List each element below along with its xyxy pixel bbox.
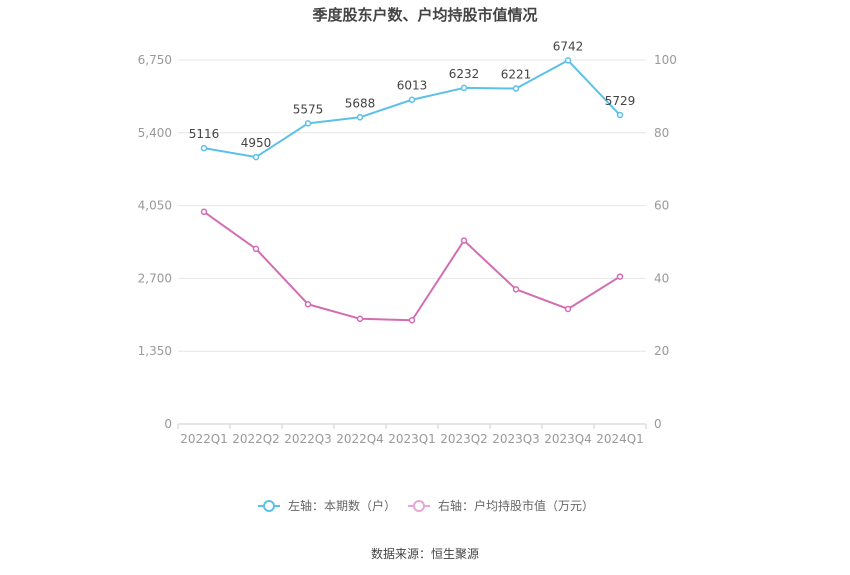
y-right-tick-label: 100 [654, 53, 677, 67]
legend-item-left[interactable]: 左轴：本期数（户） [258, 498, 396, 513]
data-point-left [512, 85, 520, 92]
data-point-right [460, 237, 468, 244]
y-right-tick-label: 60 [654, 199, 669, 213]
y-left-tick-label: 2,700 [138, 271, 172, 285]
legend: 左轴：本期数（户） 右轴：户均持股市值（万元） [258, 498, 594, 513]
grid-lines [178, 59, 646, 425]
data-label: 5729 [605, 94, 636, 108]
y-axis-right: 0 20 40 60 80 100 [654, 53, 677, 431]
x-tick-label: 2023Q1 [388, 432, 436, 446]
data-point-left [304, 120, 312, 127]
data-label: 6232 [449, 67, 480, 81]
data-point-right [252, 245, 260, 253]
data-point-left [252, 153, 260, 161]
source-note: 数据来源：恒生聚源 [371, 546, 479, 561]
x-tick-label: 2022Q4 [336, 432, 384, 446]
data-label: 5688 [345, 96, 376, 110]
y-right-tick-label: 0 [654, 417, 662, 431]
data-point-right [512, 286, 520, 293]
data-point-right [564, 305, 572, 313]
data-point-left [356, 114, 364, 121]
chart-title: 季度股东户数、户均持股市值情况 [312, 6, 537, 24]
x-tick-label: 2023Q2 [440, 432, 488, 446]
data-label: 6221 [501, 68, 532, 82]
y-right-tick-label: 40 [654, 271, 669, 285]
data-point-right [356, 315, 364, 323]
series-line-right [203, 210, 621, 322]
legend-marker-left [263, 500, 275, 512]
y-axis-left: 0 1,350 2,700 4,050 5,400 6,750 [138, 53, 172, 431]
data-label: 5575 [293, 102, 324, 116]
data-point-left [460, 84, 468, 92]
legend-item-right[interactable]: 右轴：户均持股市值（万元） [408, 498, 594, 513]
data-point-left [616, 111, 624, 119]
legend-marker-right [413, 500, 425, 512]
x-tick-label: 2022Q3 [284, 432, 332, 446]
x-tick-label: 2023Q3 [492, 432, 540, 446]
series-group: 5116 4950 5575 5688 6013 6232 6221 6742 5729 [189, 39, 636, 324]
data-point-right [616, 273, 624, 280]
data-point-left [408, 96, 416, 103]
data-point-right [200, 208, 208, 216]
legend-label-right: 右轴：户均持股市值（万元） [438, 498, 594, 513]
data-label: 4950 [241, 136, 272, 150]
y-left-tick-label: 5,400 [138, 126, 172, 140]
data-label: 6742 [553, 39, 584, 53]
data-point-left [200, 144, 208, 152]
y-left-tick-label: 0 [164, 417, 172, 431]
y-left-tick-label: 4,050 [138, 199, 172, 213]
y-left-tick-label: 6,750 [138, 53, 172, 67]
data-point-left [564, 57, 572, 64]
data-label: 5116 [189, 127, 220, 141]
data-point-right [304, 300, 312, 308]
x-axis: 2022Q1 2022Q2 2022Q3 2022Q4 2023Q1 2023Q2 2023… [177, 424, 647, 446]
x-tick-label: 2023Q4 [544, 432, 592, 446]
legend-label-left: 左轴：本期数（户） [288, 498, 396, 513]
x-tick-label: 2022Q1 [180, 432, 228, 446]
x-tick-label: 2022Q2 [232, 432, 280, 446]
y-right-tick-label: 80 [654, 126, 669, 140]
y-left-tick-label: 1,350 [138, 344, 172, 358]
y-right-tick-label: 20 [654, 344, 669, 358]
x-tick-label: 2024Q1 [596, 432, 644, 446]
data-point-right [408, 317, 416, 324]
data-label: 6013 [397, 79, 428, 93]
